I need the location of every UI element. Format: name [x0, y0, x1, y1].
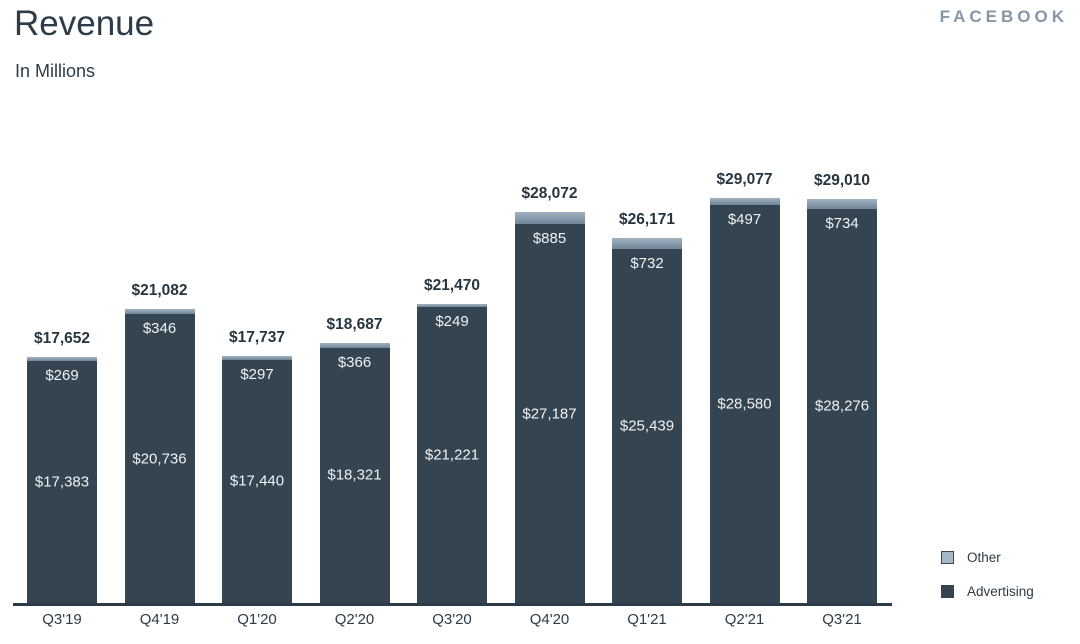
bar-total-label: $21,470	[423, 276, 481, 294]
bar-Q1'20: $297 $17,440	[222, 355, 292, 603]
bar-advertising-value-label: $28,580	[717, 395, 772, 413]
legend-label-other: Other	[967, 549, 1001, 565]
x-axis-label: Q4'20	[529, 611, 570, 628]
bar-total-label: $17,652	[33, 330, 91, 348]
bar-total-label: $17,737	[228, 328, 286, 346]
legend-item-other: Other	[941, 549, 1034, 565]
bar-Q4'20: $885 $27,187	[514, 211, 585, 603]
legend-swatch-advertising	[941, 584, 954, 598]
bar-advertising-value-label: $21,221	[424, 446, 480, 464]
bar-other-value-label: $734	[825, 214, 859, 232]
bar-other-value-label: $269	[45, 366, 79, 384]
bar-other-segment	[222, 355, 292, 360]
legend-label-advertising: Advertising	[967, 583, 1034, 599]
bar-advertising-value-label: $17,383	[34, 473, 90, 491]
bar-total-label: $26,171	[618, 211, 676, 229]
bar-other-value-label: $497	[727, 210, 762, 228]
x-axis-line	[13, 603, 892, 606]
bar-Q3'21: $734 $28,276	[807, 198, 877, 603]
bar-other-segment	[709, 197, 780, 205]
bar-Q2'20: $366 $18,321	[319, 342, 390, 603]
bar-other-value-label: $346	[142, 320, 177, 338]
bar-other-segment	[612, 238, 682, 249]
chart-legend: Other Advertising	[941, 549, 1034, 617]
bar-advertising-value-label: $18,321	[327, 466, 382, 484]
bar-total-label: $29,010	[813, 171, 871, 189]
x-axis-label: Q4'19	[139, 611, 180, 628]
x-axis-label: Q2'20	[334, 611, 375, 628]
bar-Q2'21: $497 $28,580	[709, 197, 780, 603]
bar-total-label: $28,072	[521, 184, 578, 202]
bar-other-value-label: $885	[532, 230, 567, 248]
bar-Q3'20: $249 $21,221	[417, 303, 487, 603]
legend-swatch-other	[941, 550, 954, 564]
bar-other-value-label: $732	[630, 254, 664, 272]
x-axis-label: Q3'20	[432, 611, 472, 628]
bar-advertising-value-label: $27,187	[522, 405, 577, 423]
x-axis-label: Q3'19	[42, 611, 82, 628]
bar-total-label: $29,077	[716, 170, 773, 188]
x-axis-label: Q3'21	[822, 611, 862, 628]
bar-other-segment	[124, 309, 195, 314]
bar-other-segment	[319, 342, 390, 348]
bar-other-value-label: $249	[435, 313, 469, 331]
bar-advertising-value-label: $20,736	[132, 450, 187, 467]
bar-advertising-value-label: $28,276	[814, 397, 870, 415]
bar-Q4'19: $346 $20,736	[124, 309, 195, 603]
bar-other-value-label: $297	[240, 365, 274, 383]
legend-item-advertising: Advertising	[941, 583, 1034, 599]
x-axis-label: Q1'21	[627, 611, 667, 628]
bar-advertising-value-label: $25,439	[619, 417, 675, 435]
bar-other-segment	[417, 303, 487, 308]
bar-other-segment	[514, 211, 585, 225]
bar-other-segment	[807, 198, 877, 209]
bar-other-value-label: $366	[337, 353, 372, 371]
x-axis-label: Q1'20	[237, 611, 277, 628]
bar-advertising-value-label: $17,440	[229, 472, 285, 490]
bar-Q1'21: $732 $25,439	[612, 238, 682, 603]
page-title: Revenue	[14, 4, 155, 43]
bar-total-label: $18,687	[326, 315, 383, 333]
bar-Q3'19: $269 $17,383	[27, 357, 97, 603]
facebook-logo: FACEBOOK	[939, 7, 1068, 26]
bar-other-segment	[27, 357, 97, 361]
x-axis-label: Q2'21	[724, 611, 765, 628]
bar-total-label: $21,082	[131, 282, 188, 300]
chart-subtitle: In Millions	[15, 61, 96, 81]
